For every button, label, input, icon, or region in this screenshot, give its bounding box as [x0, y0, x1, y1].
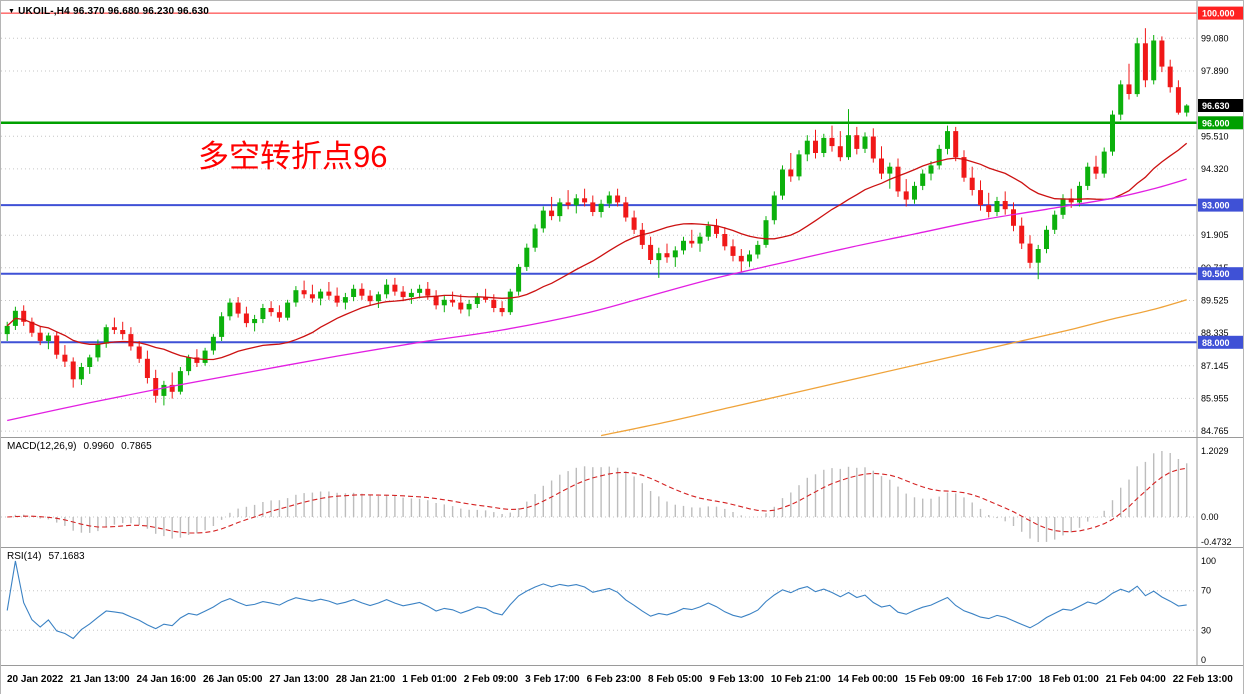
svg-text:96.000: 96.000: [1202, 118, 1230, 128]
svg-text:84.765: 84.765: [1201, 426, 1229, 436]
time-axis-label: 28 Jan 21:00: [335, 674, 396, 685]
macd-value-signal: 0.7865: [121, 441, 152, 452]
svg-text:88.335: 88.335: [1201, 328, 1229, 338]
svg-text:89.525: 89.525: [1201, 296, 1229, 306]
svg-text:0: 0: [1201, 655, 1206, 665]
rsi-axis-labels: 100 70 30 0: [1201, 556, 1216, 665]
time-axis-label: 15 Feb 09:00: [904, 674, 965, 685]
candlestick-chart[interactable]: 99.08097.89095.51094.32091.90590.71589.5…: [1, 1, 1244, 437]
macd-signal-line: [7, 467, 1187, 534]
svg-text:99.080: 99.080: [1201, 33, 1229, 43]
svg-text:94.320: 94.320: [1201, 164, 1229, 174]
rsi-chart[interactable]: 100 70 30 0: [1, 548, 1244, 665]
svg-text:87.145: 87.145: [1201, 361, 1229, 371]
ohlc-values: 96.370 96.680 96.230 96.630: [72, 6, 210, 17]
time-axis-label: 21 Jan 13:00: [70, 674, 130, 685]
macd-axis-labels: 1.2029 0.00 -0.4732: [1201, 446, 1232, 547]
svg-text:1.2029: 1.2029: [1201, 446, 1229, 456]
svg-text:85.955: 85.955: [1201, 393, 1229, 403]
time-axis-label: 6 Feb 23:00: [586, 674, 642, 685]
svg-text:91.905: 91.905: [1201, 230, 1229, 240]
time-axis-label: 9 Feb 13:00: [709, 674, 764, 685]
macd-label: MACD(12,26,9) 0.9960 0.7865: [7, 441, 159, 452]
time-axis-label: 22 Feb 13:00: [1172, 674, 1233, 685]
svg-text:97.890: 97.890: [1201, 66, 1229, 76]
macd-panel[interactable]: 1.2029 0.00 -0.4732 MACD(12,26,9) 0.9960 0.7…: [1, 438, 1243, 548]
svg-text:90.500: 90.500: [1202, 269, 1230, 279]
svg-text:96.630: 96.630: [1202, 101, 1230, 111]
symbol-dropdown-icon[interactable]: ▼: [8, 8, 16, 15]
price-chart-panel[interactable]: 99.08097.89095.51094.32091.90590.71589.5…: [1, 1, 1243, 438]
svg-text:95.510: 95.510: [1201, 131, 1229, 141]
svg-text:-0.4732: -0.4732: [1201, 537, 1232, 547]
candles-layer[interactable]: [4, 28, 1190, 406]
price-gridlines: 99.08097.89095.51094.32091.90590.71589.5…: [1, 33, 1229, 436]
svg-text:30: 30: [1201, 625, 1211, 635]
time-axis[interactable]: 20 Jan 2022 21 Jan 13:00 24 Jan 16:00 26 Ja…: [1, 666, 1243, 694]
macd-name: MACD(12,26,9): [7, 441, 77, 452]
time-axis-label: 1 Feb 01:00: [402, 674, 457, 685]
time-axis-label: 3 Feb 17:00: [525, 674, 580, 685]
svg-text:88.000: 88.000: [1202, 338, 1230, 348]
time-axis-label: 27 Jan 13:00: [269, 674, 329, 685]
annotation-text: 多空转折点96: [198, 139, 388, 174]
time-axis-label: 20 Jan 2022: [7, 674, 64, 685]
symbol-name: UKOIL-,H4: [18, 6, 70, 17]
time-axis-label: 26 Jan 05:00: [202, 674, 263, 685]
rsi-label: RSI(14) 57.1683: [7, 551, 92, 562]
rsi-value: 57.1683: [48, 551, 85, 562]
rsi-panel[interactable]: 100 70 30 0 RSI(14) 57.1683: [1, 548, 1243, 666]
time-axis-label: 21 Feb 04:00: [1105, 674, 1166, 685]
ma-magenta-line: [7, 178, 1187, 422]
rsi-name: RSI(14): [7, 551, 42, 562]
time-axis-label: 2 Feb 09:00: [463, 674, 519, 685]
symbol-ohlc-label: ▼ UKOIL-,H4 96.370 96.680 96.230 96.630: [8, 6, 209, 17]
ma-red-line: [6, 142, 1188, 361]
time-axis-label: 18 Feb 01:00: [1038, 674, 1099, 685]
time-axis-label: 10 Feb 21:00: [770, 674, 831, 685]
horizontal-level-lines[interactable]: [1, 12, 1197, 344]
rsi-level-lines: [1, 590, 1197, 631]
svg-text:100.000: 100.000: [1202, 9, 1235, 19]
svg-text:70: 70: [1201, 586, 1211, 596]
time-axis-label: 14 Feb 00:00: [837, 674, 898, 685]
svg-text:100: 100: [1201, 556, 1216, 566]
time-axis-label: 24 Jan 16:00: [136, 674, 197, 685]
macd-histogram: [14, 451, 1188, 542]
macd-value-main: 0.9960: [83, 441, 115, 452]
time-axis-label: 16 Feb 17:00: [971, 674, 1032, 685]
macd-chart[interactable]: 1.2029 0.00 -0.4732: [1, 438, 1244, 547]
time-axis-label: 8 Feb 05:00: [647, 674, 703, 685]
price-axis-badges: 100.000 96.630 96.000 93.000 90.500 88.000: [1198, 6, 1243, 349]
ma-orange-line: [600, 299, 1187, 437]
svg-text:93.000: 93.000: [1202, 201, 1230, 211]
svg-text:0.00: 0.00: [1201, 512, 1219, 522]
rsi-line: [6, 560, 1187, 640]
